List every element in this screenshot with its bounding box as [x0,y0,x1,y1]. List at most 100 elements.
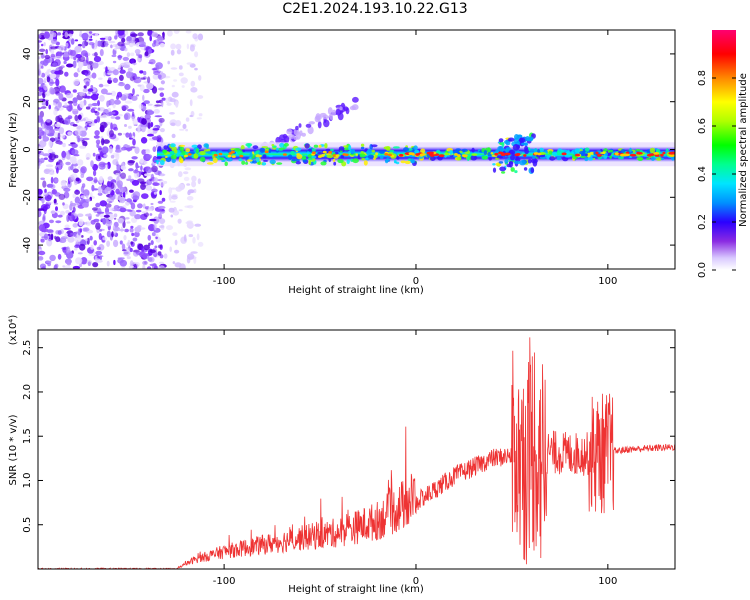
noise-blob [97,208,102,215]
noise-blob [62,142,66,148]
noise-blob [74,237,82,243]
noise-blob [144,173,151,177]
peak-dot [227,154,232,158]
noise-blob [66,63,74,68]
noise-blob [45,48,48,55]
branch-blob [339,106,343,111]
noise-blob [68,214,75,222]
noise-blob [184,167,192,171]
signal-clump [538,154,546,158]
noise-blob [178,72,184,77]
signal-clump [363,160,368,166]
noise-blob [55,115,61,123]
noise-blob [66,261,71,266]
noise-blob [56,167,59,174]
noise-blob [109,130,114,138]
noise-blob [54,55,63,60]
noise-blob [147,103,153,106]
noise-blob [193,256,197,264]
noise-blob [74,45,82,53]
signal-clump [276,147,279,151]
noise-blob [192,236,196,244]
noise-blob [173,30,180,34]
noise-blob [149,213,153,216]
noise-blob [96,211,105,214]
noise-blob [77,159,84,166]
noise-blob [124,47,128,52]
noise-blob [88,123,96,127]
noise-blob [43,59,49,66]
noise-blob [51,189,57,195]
signal-clump [483,150,488,156]
signal-clump [157,146,162,151]
noise-blob [179,263,186,269]
spectrogram-x-axis: -100 0 100 [213,30,617,287]
noise-blob [139,181,147,185]
x-tick-label: 100 [598,276,617,287]
noise-blob [153,191,157,195]
noise-blob [189,114,193,118]
signal-clump [444,152,450,156]
signal-clump [580,155,586,159]
noise-blob [191,175,197,182]
noise-blob [73,72,79,78]
noise-blob [38,256,44,260]
noise-blob [79,145,87,149]
signal-clump [498,161,504,164]
noise-blob [159,218,166,225]
peak-dot [654,154,660,157]
noise-blob [127,125,132,129]
noise-blob [63,187,71,192]
noise-blob [152,74,160,80]
noise-blob [139,158,144,164]
noise-blob [80,195,86,199]
signal-clump [599,151,607,155]
noise-blob [95,39,98,48]
noise-blob [194,51,199,58]
colorbar: 0.0 0.2 0.4 0.6 0.8 Normalized spectral ampl… [697,30,749,278]
noise-blob [147,76,151,84]
signal-clump [262,154,267,159]
noise-blob [108,207,115,212]
noise-blob [98,233,102,240]
noise-blob [121,243,126,250]
noise-blob [95,250,103,256]
branch-blob [295,125,299,131]
noise-blob [105,92,113,96]
noise-blob [194,67,198,71]
peak-dot [669,154,675,158]
noise-blob [84,221,88,225]
snr-series-line [38,337,675,569]
noise-blob [53,108,58,116]
noise-blob [83,189,90,197]
snr-scale-label: (x10⁴) [8,315,19,346]
noise-blob [44,54,51,60]
signal-clump [259,147,266,153]
noise-blob [151,232,156,237]
noise-blob [150,202,154,206]
noise-blob [119,62,128,68]
burst-clump [514,134,519,140]
noise-blob [44,128,51,135]
signal-clump [255,157,260,163]
snr-x-label: Height of straight line (km) [288,584,424,595]
signal-clump [584,157,589,162]
noise-blob [113,239,119,248]
noise-blob [75,189,79,192]
noise-blob [119,196,126,204]
noise-blob [38,98,46,102]
noise-blob [117,41,125,47]
noise-blob [185,128,189,132]
peak-dot [384,153,389,156]
signal-clump [238,159,243,162]
noise-blob [65,92,74,99]
y-tick-label: 1.0 [22,473,33,489]
noise-blob [119,207,127,213]
signal-clump [605,152,608,156]
peak-dot [537,152,542,156]
noise-blob [124,83,131,90]
noise-blob [126,178,132,181]
noise-blob [65,210,70,214]
signal-clump [649,147,656,153]
noise-blob [191,180,197,188]
